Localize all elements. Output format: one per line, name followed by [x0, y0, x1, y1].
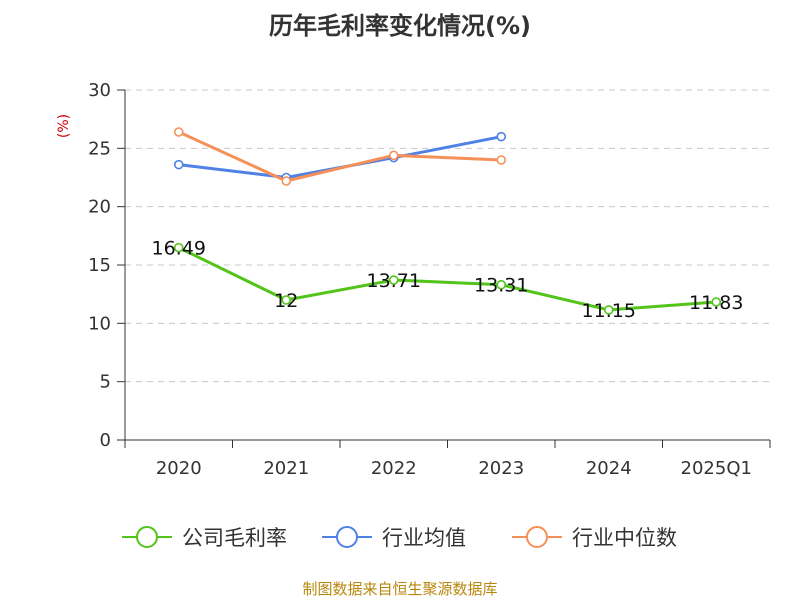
- series-line: [178, 130, 502, 183]
- legend-item: 行业均值: [322, 526, 466, 550]
- data-point: [388, 275, 399, 285]
- data-label: 13.71: [367, 270, 421, 292]
- data-label: 16.49: [152, 238, 206, 260]
- legend: 公司毛利率 行业均值 行业中位数: [122, 526, 677, 550]
- data-point: [281, 295, 292, 305]
- legend-item: 行业中位数: [512, 526, 677, 550]
- x-tick-label: 2020: [156, 458, 202, 479]
- source-note: 制图数据来自恒生聚源数据库: [302, 580, 497, 598]
- data-point: [173, 159, 184, 170]
- data-point: [173, 242, 184, 253]
- y-axis-label: (%): [56, 114, 72, 138]
- y-tick-label: 0: [100, 430, 111, 451]
- legend-label: 行业中位数: [572, 526, 677, 550]
- series-layer: 16.49 12 13.71 13.31 11.15 11.83: [152, 127, 744, 322]
- data-point: [496, 279, 507, 290]
- x-tick-label: 2022: [371, 458, 417, 479]
- data-label: 13.31: [474, 275, 528, 297]
- gridlines: [125, 89, 770, 383]
- x-tick-label: 2025Q1: [681, 458, 752, 479]
- data-point: [603, 305, 614, 315]
- legend-marker: [136, 526, 158, 548]
- y-tick-label: 10: [88, 313, 111, 334]
- y-tick-label: 15: [88, 255, 111, 276]
- data-point: [711, 297, 722, 307]
- x-tick-label: 2023: [478, 458, 524, 479]
- data-point: [281, 176, 292, 186]
- series-2: [173, 127, 507, 186]
- chart-title: 历年毛利率变化情况(%): [269, 12, 531, 40]
- x-tick-label: 2021: [263, 458, 309, 479]
- axes: 0 5 10 15 20 25 30 2020 2021 2022 2023 2024 2025Q1: [88, 80, 771, 479]
- y-tick-label: 30: [88, 80, 111, 101]
- legend-marker: [526, 526, 548, 548]
- legend-label: 公司毛利率: [182, 526, 287, 550]
- data-label: 11.15: [582, 300, 636, 322]
- data-point: [173, 127, 184, 137]
- data-point: [388, 150, 399, 161]
- legend-label: 行业均值: [382, 526, 466, 550]
- data-point: [496, 155, 507, 165]
- legend-marker: [336, 526, 358, 548]
- series-0: 16.49 12 13.71 13.31 11.15 11.83: [152, 238, 744, 322]
- y-tick-label: 5: [100, 372, 111, 393]
- x-tick-label: 2024: [586, 458, 632, 479]
- data-label: 11.83: [689, 292, 743, 314]
- y-tick-label: 20: [88, 197, 111, 218]
- series-line: [178, 246, 717, 312]
- data-point: [496, 131, 507, 142]
- y-tick-label: 25: [88, 138, 111, 159]
- data-label: 12: [274, 290, 298, 312]
- legend-item: 公司毛利率: [122, 526, 287, 550]
